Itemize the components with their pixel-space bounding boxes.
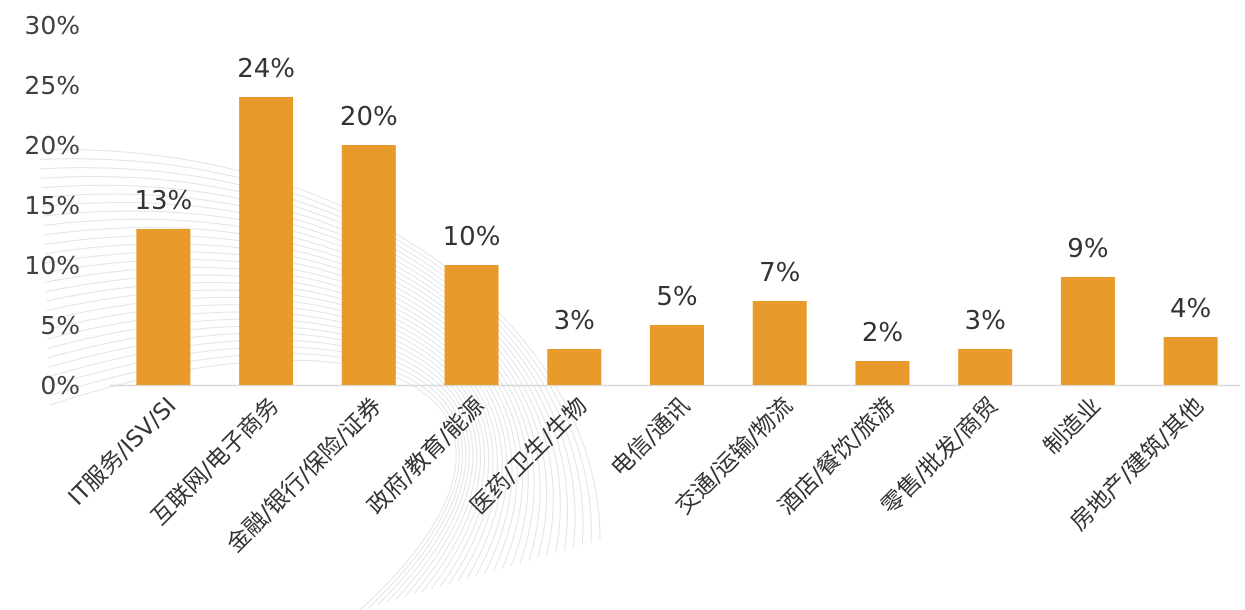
- bar: [341, 145, 396, 385]
- bar: [958, 349, 1013, 385]
- category-label: 制造业: [1039, 393, 1106, 460]
- decorative-swoosh-line: [41, 184, 568, 551]
- data-label: 2%: [862, 318, 903, 348]
- y-axis-tick-labels: 0% 5% 10% 15% 20% 25% 30%: [24, 11, 80, 400]
- category-label: IT服务/ISV/SI: [64, 393, 182, 511]
- bar: [855, 361, 910, 385]
- category-label: 电信/通讯: [606, 393, 695, 482]
- decorative-swoosh-line: [40, 167, 584, 546]
- y-tick-label: 30%: [24, 11, 80, 40]
- category-labels: IT服务/ISV/SI互联网/电子商务金融/银行/保险/证券政府/教育/能源医药…: [64, 393, 1209, 558]
- bar: [136, 229, 191, 385]
- data-labels: 13% 24% 20% 10% 3% 5% 7% 2% 3% 9% 4%: [134, 54, 1211, 348]
- decorative-swoosh-line: [43, 227, 535, 564]
- data-label: 7%: [759, 258, 800, 288]
- y-tick-label: 0%: [40, 371, 80, 400]
- bar: [752, 301, 807, 385]
- data-label: 9%: [1067, 234, 1108, 264]
- decorative-swoosh-line: [41, 193, 561, 554]
- y-tick-label: 25%: [24, 71, 80, 100]
- decorative-swoosh-line: [42, 218, 541, 561]
- data-label: 3%: [554, 306, 595, 336]
- y-tick-label: 10%: [24, 251, 80, 280]
- bar: [547, 349, 602, 385]
- data-label: 5%: [656, 282, 697, 312]
- bars: [136, 97, 1218, 385]
- decorative-swoosh-line: [39, 149, 601, 541]
- bar: [650, 325, 704, 385]
- data-label: 24%: [237, 54, 295, 84]
- bar: [1163, 337, 1218, 385]
- decorative-swoosh-line: [42, 202, 554, 556]
- y-tick-label: 15%: [24, 191, 80, 220]
- y-tick-label: 20%: [24, 131, 80, 160]
- data-label: 13%: [134, 186, 192, 216]
- data-label: 10%: [443, 222, 501, 252]
- data-label: 4%: [1170, 294, 1211, 324]
- data-label: 20%: [340, 102, 398, 132]
- bar: [1060, 277, 1115, 385]
- decorative-swoosh-line: [41, 176, 576, 548]
- decorative-swoosh-line: [42, 210, 548, 559]
- decorative-swoosh-line: [40, 158, 592, 543]
- bar: [239, 97, 294, 385]
- bar: [444, 265, 499, 385]
- data-label: 3%: [965, 306, 1006, 336]
- decorative-swoosh-background: [39, 149, 601, 610]
- y-tick-label: 5%: [40, 311, 80, 340]
